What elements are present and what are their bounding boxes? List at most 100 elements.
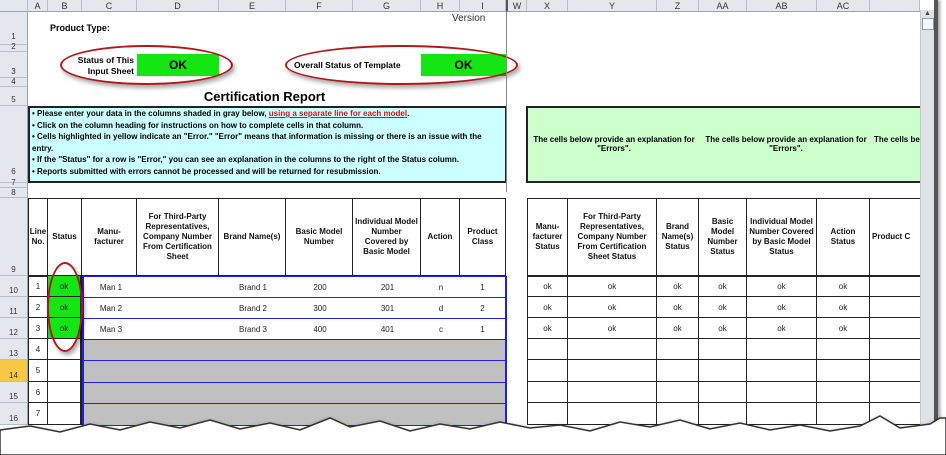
column-header[interactable]: A	[28, 0, 48, 12]
column-header[interactable]: AC	[817, 0, 870, 12]
input-cell-basic[interactable]	[286, 339, 354, 361]
column-header[interactable]: X	[527, 0, 568, 12]
row-header[interactable]: 3	[0, 52, 28, 78]
input-cell-individual[interactable]	[353, 382, 422, 404]
row-header[interactable]: 10	[0, 276, 28, 297]
input-cell-individual[interactable]	[353, 339, 422, 361]
input-cell-class[interactable]: 2	[460, 297, 507, 319]
scrollbar-thumb[interactable]	[921, 18, 934, 30]
input-cell-brand[interactable]: Brand 2	[219, 297, 287, 319]
column-heading-6[interactable]: Individual Model Number Covered by Basic…	[353, 198, 421, 277]
row-header[interactable]: 13	[0, 339, 28, 360]
vertical-scrollbar[interactable]: ▲	[920, 10, 934, 430]
row-header[interactable]: 5	[0, 87, 28, 106]
input-cell-brand[interactable]	[219, 403, 287, 426]
column-header[interactable]: F	[286, 0, 353, 12]
input-cell-brand[interactable]	[219, 382, 287, 404]
input-cell-manufacturer[interactable]	[82, 403, 138, 426]
row-header[interactable]: 11	[0, 297, 28, 318]
input-cell-class[interactable]: 1	[460, 318, 507, 340]
row-header[interactable]: 9	[0, 198, 28, 276]
input-cell-action[interactable]: n	[421, 276, 461, 298]
row-header[interactable]: 1	[0, 12, 28, 45]
input-cell-manufacturer[interactable]	[82, 382, 138, 404]
row-header[interactable]: 6	[0, 106, 28, 183]
column-header[interactable]: AA	[699, 0, 747, 12]
column-heading-3[interactable]: For Third-Party Representatives, Company…	[137, 198, 219, 277]
column-header[interactable]: C	[82, 0, 137, 12]
input-cell-class[interactable]	[460, 339, 507, 361]
input-cell-action[interactable]	[421, 360, 461, 383]
status-check-cell	[527, 382, 568, 403]
input-cell-manufacturer[interactable]: Man 1	[82, 276, 138, 298]
input-cell-class[interactable]	[460, 360, 507, 383]
input-cell-brand[interactable]	[219, 339, 287, 361]
column-header[interactable]: G	[353, 0, 421, 12]
input-cell-company[interactable]	[137, 297, 220, 319]
column-heading-7[interactable]: Action	[421, 198, 460, 277]
input-cell-action[interactable]	[421, 382, 461, 404]
column-header[interactable]: H	[421, 0, 460, 12]
status-check-cell: ok	[527, 297, 568, 318]
row-header[interactable]: 14	[0, 360, 28, 382]
row-header[interactable]: 2	[0, 42, 28, 52]
column-header[interactable]: Y	[568, 0, 657, 12]
column-heading-8[interactable]: Product Class	[460, 198, 506, 277]
input-cell-basic[interactable]	[286, 382, 354, 404]
explanation-text: The cells below provide an explanation f…	[705, 135, 867, 153]
input-cell-company[interactable]	[137, 382, 220, 404]
column-heading-4[interactable]: Brand Name(s)	[219, 198, 286, 277]
input-cell-individual[interactable]: 301	[353, 297, 422, 319]
input-cell-action[interactable]: c	[421, 318, 461, 340]
input-cell-action[interactable]	[421, 339, 461, 361]
input-cell-basic[interactable]	[286, 360, 354, 383]
input-cell-basic[interactable]: 200	[286, 276, 354, 298]
input-cell-class[interactable]	[460, 382, 507, 404]
input-cell-company[interactable]	[137, 276, 220, 298]
separate-line-link[interactable]: using a separate line for each model	[268, 109, 408, 118]
row-header[interactable]: 12	[0, 318, 28, 339]
column-header[interactable]: E	[219, 0, 286, 12]
input-cell-manufacturer[interactable]: Man 3	[82, 318, 138, 340]
column-header[interactable]: I	[460, 0, 506, 12]
input-cell-individual[interactable]: 401	[353, 318, 422, 340]
input-cell-class[interactable]: 1	[460, 276, 507, 298]
input-cell-company[interactable]	[137, 318, 220, 340]
input-cell-company[interactable]	[137, 360, 220, 383]
column-header[interactable]: Z	[657, 0, 699, 12]
row-header[interactable]: 8	[0, 188, 28, 198]
input-cell-individual[interactable]: 201	[353, 276, 422, 298]
version-label: Version	[452, 13, 486, 24]
input-cell-manufacturer[interactable]	[82, 339, 138, 361]
input-cell-basic[interactable]: 400	[286, 318, 354, 340]
input-cell-brand[interactable]: Brand 3	[219, 318, 287, 340]
input-cell-individual[interactable]	[353, 360, 422, 383]
status-check-cell: ok	[817, 318, 870, 339]
input-cell-manufacturer[interactable]: Man 2	[82, 297, 138, 319]
status-check-cell	[699, 403, 747, 425]
column-header[interactable]	[870, 0, 920, 12]
input-cell-brand[interactable]	[219, 360, 287, 383]
column-heading-2[interactable]: Manu-facturer	[82, 198, 137, 277]
row-header[interactable]: 7	[0, 178, 28, 188]
column-header[interactable]: W	[506, 0, 527, 12]
column-header[interactable]: B	[48, 0, 82, 12]
input-cell-company[interactable]	[137, 339, 220, 361]
row-header[interactable]: 16	[0, 403, 28, 425]
input-cell-manufacturer[interactable]	[82, 360, 138, 383]
column-heading-5[interactable]: Basic Model Number	[286, 198, 353, 277]
input-cell-brand[interactable]: Brand 1	[219, 276, 287, 298]
column-header[interactable]: D	[137, 0, 219, 12]
input-cell-action[interactable]: d	[421, 297, 461, 319]
row-header[interactable]: 15	[0, 382, 28, 403]
column-header[interactable]: AB	[747, 0, 817, 12]
status-check-cell	[870, 318, 922, 339]
input-cell-company[interactable]	[137, 403, 220, 426]
row-header[interactable]: 4	[0, 77, 28, 87]
scroll-up-icon[interactable]: ▲	[924, 10, 931, 17]
instructions-box: • Please enter your data in the columns …	[28, 106, 507, 183]
input-cell-basic[interactable]: 300	[286, 297, 354, 319]
select-all-corner[interactable]	[0, 0, 28, 12]
status-check-cell	[527, 339, 568, 360]
column-heading-0[interactable]: Line No.	[28, 198, 48, 277]
